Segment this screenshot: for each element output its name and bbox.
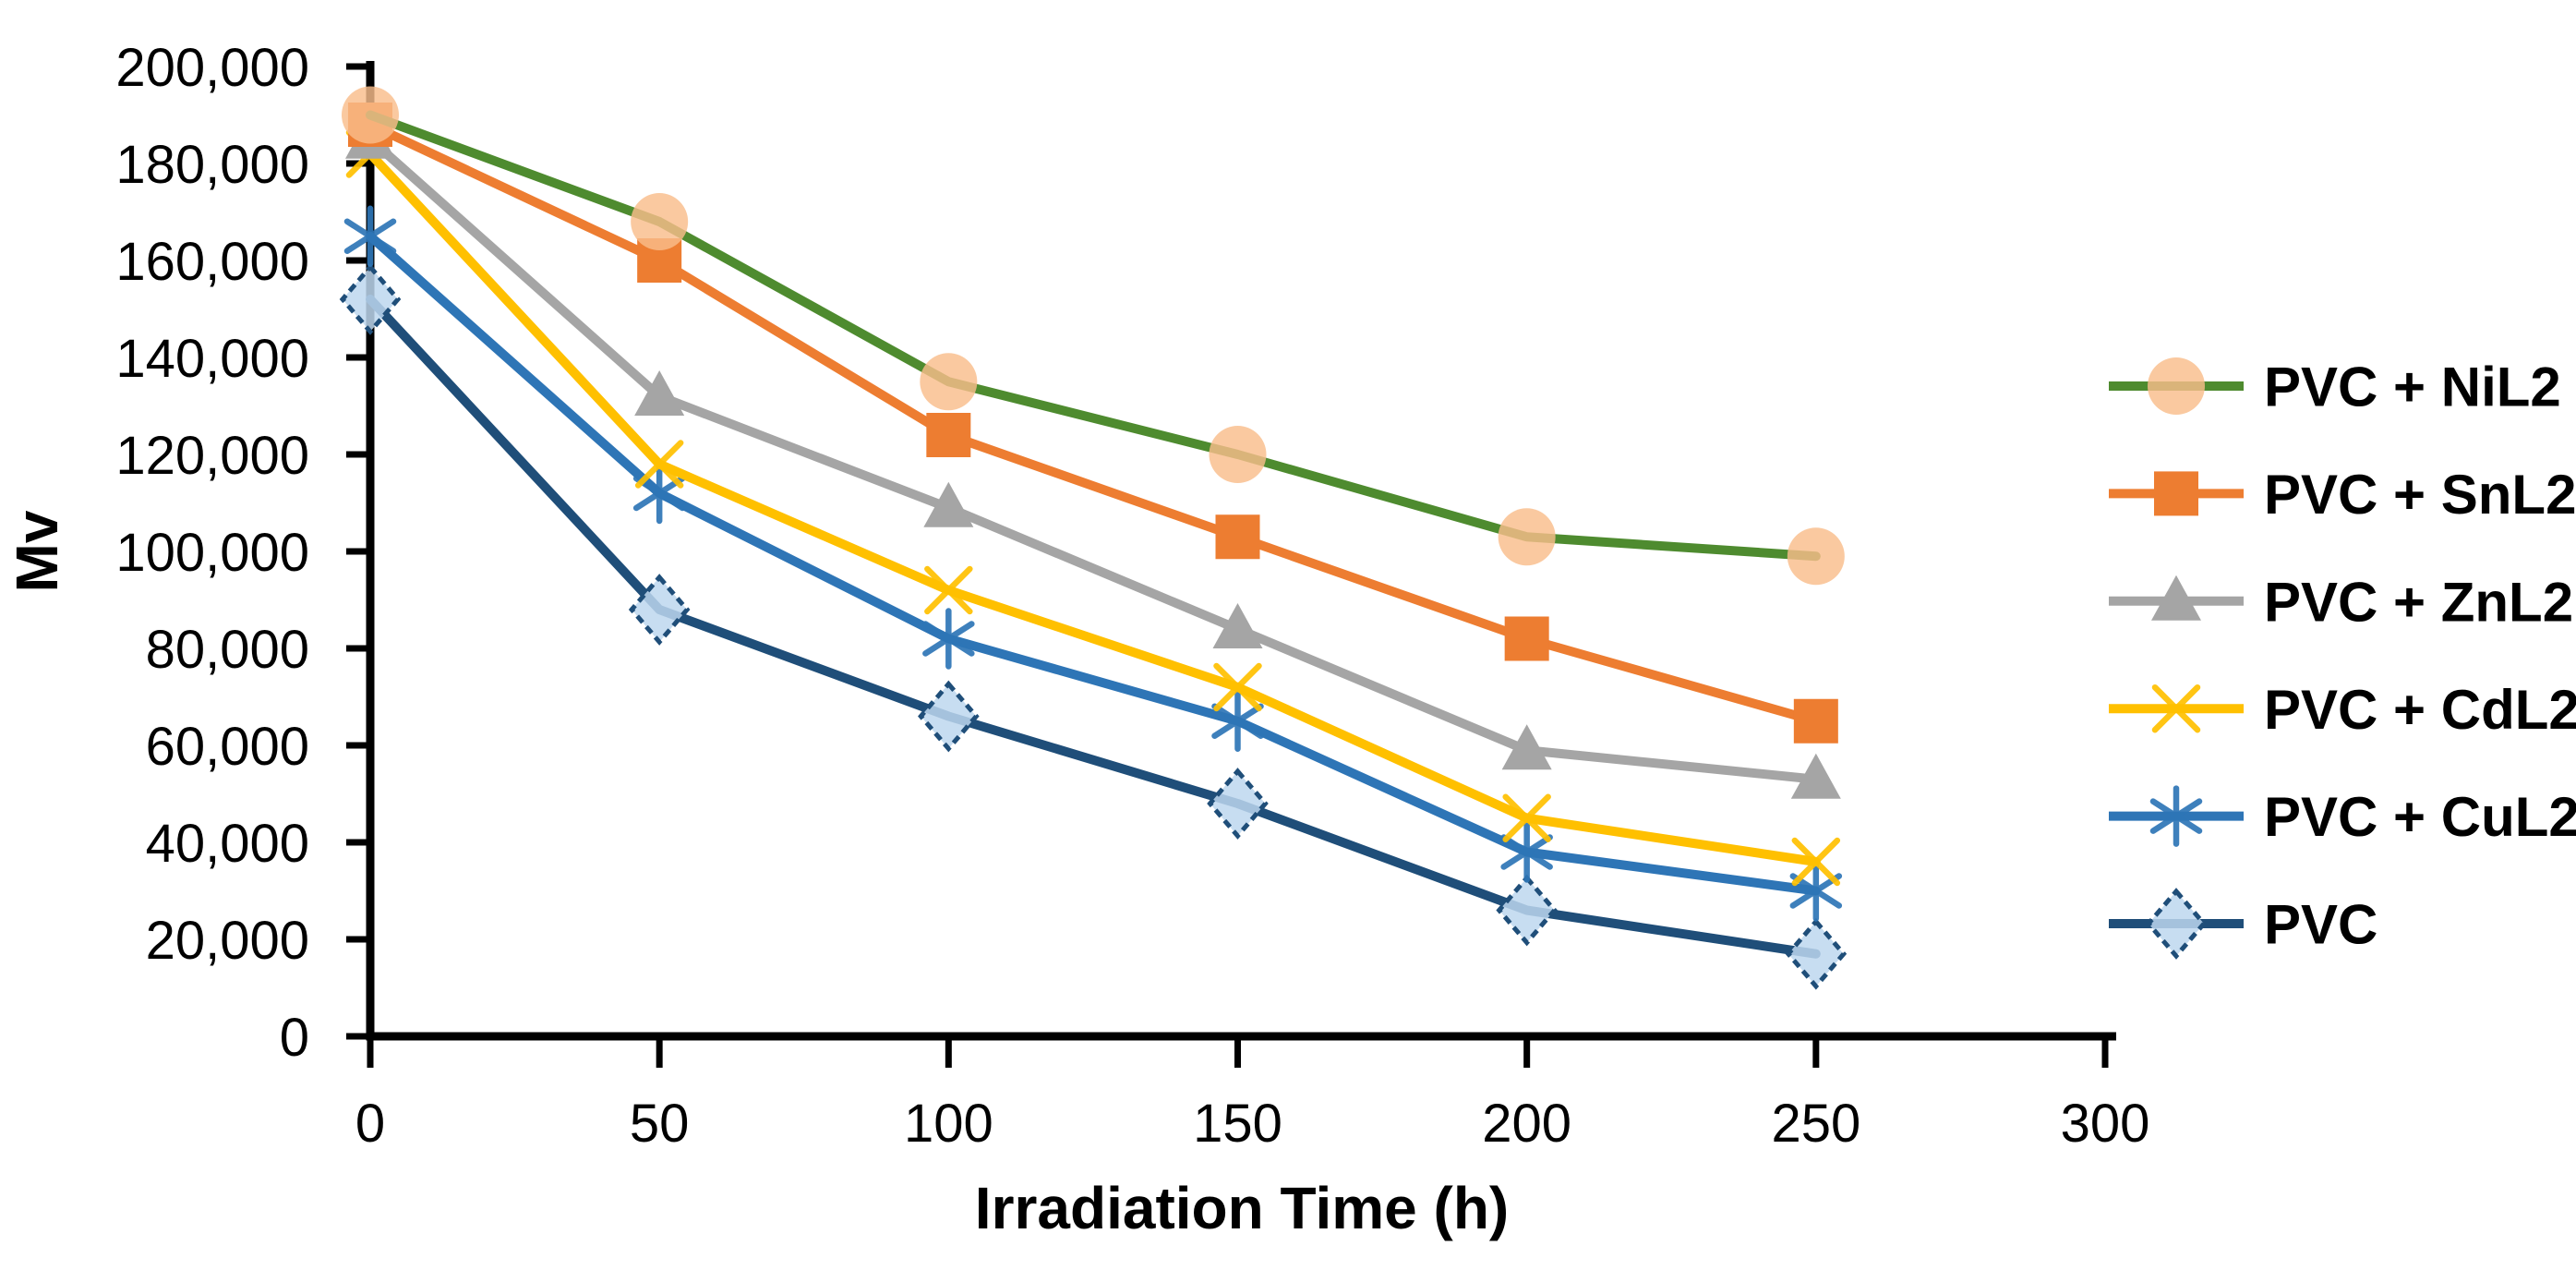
marker-asterisk	[343, 205, 397, 267]
marker-diamond	[628, 574, 691, 646]
y-tick-label: 40,000	[146, 814, 309, 874]
series-pvc-nil2	[342, 86, 1845, 586]
marker-square	[1793, 698, 1838, 744]
y-tick-label: 140,000	[115, 329, 309, 389]
legend-item-pvc-cdl2: PVC + CdL2	[2109, 679, 2576, 741]
legend-item-pvc-snl2: PVC + SnL2	[2109, 464, 2576, 526]
marker-diamond	[1785, 917, 1848, 990]
marker-square	[1215, 514, 1260, 560]
series-line	[366, 110, 1821, 562]
marker-square	[926, 413, 971, 457]
y-tick-label: 100,000	[115, 523, 309, 583]
marker-circle	[1209, 426, 1267, 483]
series-pvc-znl2	[345, 113, 1841, 799]
marker-asterisk	[2149, 785, 2203, 847]
marker-diamond	[1207, 768, 1269, 840]
legend-item-pvc-znl2: PVC + ZnL2	[2109, 571, 2573, 633]
x-tick-label: 250	[1771, 1094, 1860, 1154]
marker-diamond	[1496, 874, 1558, 947]
x-tick-label: 150	[1193, 1094, 1282, 1154]
x-tick-label: 50	[630, 1094, 690, 1154]
series-pvc	[339, 263, 1848, 990]
series-line	[366, 134, 1821, 784]
y-tick-label: 180,000	[115, 135, 309, 195]
legend: PVC + NiL2 PVC + SnL2 PVC + ZnL2 PVC + CdL2…	[2109, 357, 2576, 960]
x-tick-label: 100	[904, 1094, 993, 1154]
marker-circle	[1787, 527, 1845, 586]
marker-triangle	[923, 481, 974, 527]
y-axis: 0 20,000 40,000 60,000 80,000 100,000 120,000 1…	[115, 38, 375, 1068]
marker-asterisk	[1500, 821, 1553, 883]
marker-x	[924, 565, 973, 615]
x-tick-label: 200	[1482, 1094, 1571, 1154]
series-line	[366, 149, 1821, 866]
y-tick-label: 160,000	[115, 232, 309, 292]
series-line	[366, 231, 1821, 896]
legend-item-pvc: PVC	[2109, 888, 2377, 960]
series-line	[366, 295, 1821, 959]
y-tick-label: 120,000	[115, 426, 309, 486]
marker-circle	[342, 86, 399, 144]
legend-label: PVC + NiL2	[2264, 357, 2561, 418]
axes: 0 20,000 40,000 60,000 80,000 100,000 120,000 1…	[115, 38, 2149, 1154]
marker-x	[1213, 662, 1262, 712]
marker-diamond	[918, 680, 980, 753]
marker-asterisk	[1211, 690, 1264, 752]
series-pvc-cdl2	[345, 129, 1841, 887]
series-pvc-snl2	[348, 103, 1838, 744]
y-tick-label: 20,000	[146, 911, 309, 971]
y-tick-label: 0	[280, 1008, 309, 1068]
marker-triangle	[634, 370, 685, 416]
marker-x	[2151, 683, 2201, 733]
x-axis-title: Irradiation Time (h)	[975, 1175, 1509, 1241]
marker-x	[1502, 793, 1551, 842]
marker-circle	[631, 193, 689, 250]
marker-diamond	[2145, 888, 2208, 960]
marker-triangle	[1212, 603, 1263, 648]
marker-circle	[2148, 357, 2205, 415]
marker-triangle	[1501, 724, 1552, 770]
legend-label: PVC + ZnL2	[2264, 571, 2573, 633]
marker-triangle	[2151, 575, 2201, 621]
legend-label: PVC	[2264, 894, 2377, 956]
y-tick-label: 80,000	[146, 620, 309, 680]
legend-item-pvc-nil2: PVC + NiL2	[2109, 357, 2561, 418]
marker-triangle	[1790, 753, 1841, 799]
y-tick-label: 60,000	[146, 717, 309, 777]
plot-area	[339, 86, 1848, 990]
x-axis: 0 50 100 150 200 250 300	[355, 1032, 2150, 1154]
x-tick-label: 0	[355, 1094, 385, 1154]
marker-diamond	[339, 263, 402, 335]
legend-item-pvc-cul2: PVC + CuL2	[2109, 785, 2576, 848]
marker-x	[634, 440, 684, 489]
y-tick-label: 200,000	[115, 38, 309, 98]
series-line	[366, 120, 1821, 726]
x-tick-label: 300	[2061, 1094, 2150, 1154]
marker-circle	[920, 353, 978, 411]
legend-label: PVC + SnL2	[2264, 464, 2576, 526]
marker-circle	[1498, 508, 1556, 566]
marker-x	[1791, 837, 1841, 887]
marker-asterisk	[922, 608, 975, 670]
legend-label: PVC + CdL2	[2264, 679, 2576, 741]
y-axis-title: Mv	[4, 510, 70, 592]
marker-square	[1504, 616, 1549, 661]
marker-square	[2154, 471, 2198, 516]
legend-label: PVC + CuL2	[2264, 786, 2576, 848]
